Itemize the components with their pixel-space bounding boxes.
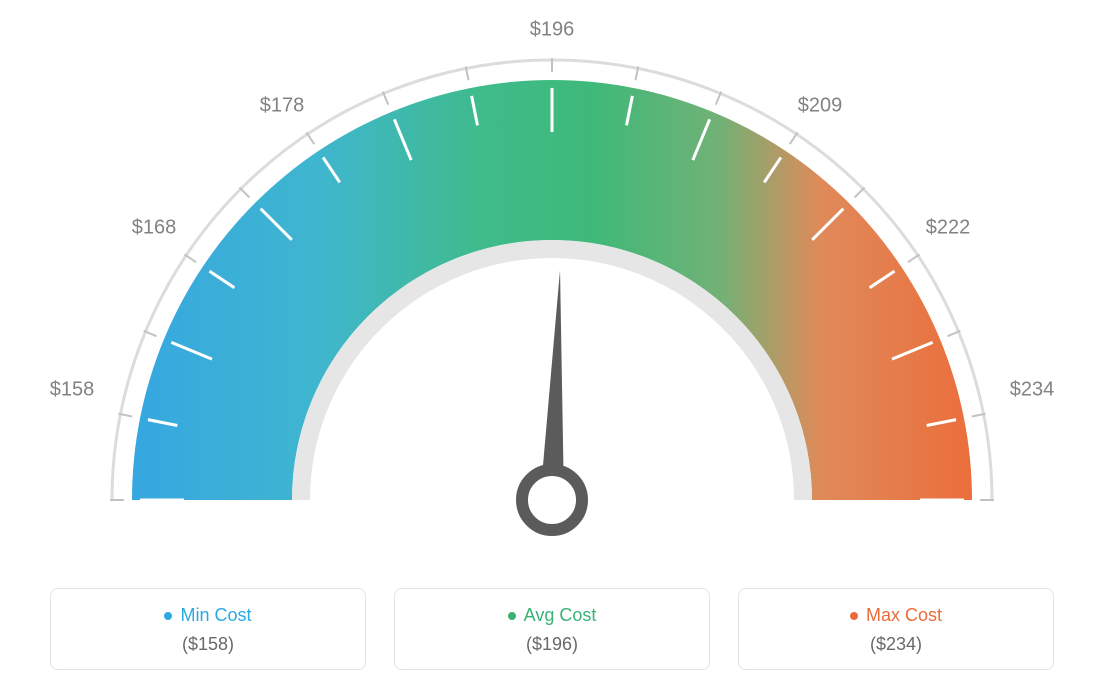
- gauge-tick-label: $234: [1010, 379, 1055, 402]
- legend-avg-label: Avg Cost: [508, 605, 597, 626]
- gauge-tick-label: $209: [798, 95, 843, 118]
- gauge-tick-label: $222: [926, 217, 971, 240]
- legend-min: Min Cost ($158): [50, 588, 366, 670]
- gauge-tick-label: $168: [132, 217, 177, 240]
- legend-max-label: Max Cost: [850, 605, 942, 626]
- gauge-tick-label: $158: [50, 379, 95, 402]
- legend-max-label-text: Max Cost: [866, 605, 942, 626]
- legend-min-label: Min Cost: [164, 605, 251, 626]
- legend-min-value: ($158): [61, 634, 355, 655]
- legend-min-label-text: Min Cost: [180, 605, 251, 626]
- legend-avg-label-text: Avg Cost: [524, 605, 597, 626]
- gauge-tick-label: $178: [260, 95, 305, 118]
- legend-max-value: ($234): [749, 634, 1043, 655]
- gauge-svg: [0, 0, 1104, 560]
- legend-row: Min Cost ($158) Avg Cost ($196) Max Cost…: [50, 588, 1054, 670]
- legend-avg-value: ($196): [405, 634, 699, 655]
- dot-icon: [850, 612, 858, 620]
- legend-max: Max Cost ($234): [738, 588, 1054, 670]
- cost-gauge: [0, 0, 1104, 560]
- gauge-tick-label: $196: [530, 19, 575, 42]
- dot-icon: [164, 612, 172, 620]
- dot-icon: [508, 612, 516, 620]
- legend-avg: Avg Cost ($196): [394, 588, 710, 670]
